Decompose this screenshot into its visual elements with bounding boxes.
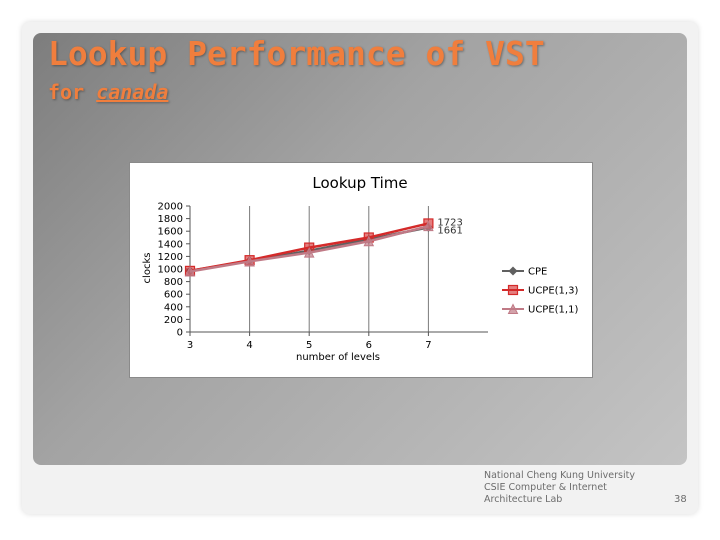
x-tick-label: 5 bbox=[306, 340, 312, 351]
y-tick-label: 1800 bbox=[158, 214, 183, 225]
data-point bbox=[184, 265, 196, 277]
footer-line: CSIE Computer & Internet bbox=[484, 482, 607, 493]
y-tick-label: 1200 bbox=[158, 252, 183, 263]
footer-line: Architecture Lab bbox=[484, 494, 563, 505]
y-tick-label: 1000 bbox=[158, 265, 183, 276]
legend-label: UCPE(1,3) bbox=[528, 286, 578, 297]
y-tick-label: 0 bbox=[177, 328, 183, 339]
subtitle-prefix: for bbox=[48, 80, 97, 104]
legend-label: CPE bbox=[528, 267, 547, 278]
footer-affiliation: National Cheng Kung University CSIE Comp… bbox=[484, 470, 664, 506]
slide-title: Lookup Performance of VST bbox=[48, 34, 545, 73]
footer-line: National Cheng Kung University bbox=[484, 470, 635, 481]
legend-marker bbox=[508, 266, 518, 276]
chart-title: Lookup Time bbox=[312, 174, 407, 192]
x-tick-label: 3 bbox=[187, 340, 193, 351]
data-point bbox=[244, 255, 255, 267]
x-axis-label: number of levels bbox=[296, 352, 380, 363]
slide-subtitle: for canada bbox=[48, 80, 168, 104]
y-tick-label: 400 bbox=[164, 302, 183, 313]
y-tick-label: 800 bbox=[164, 277, 183, 288]
data-point bbox=[303, 247, 315, 258]
chart-area: Lookup Time number of levels clocks 0 200… bbox=[129, 162, 593, 378]
x-tick-label: 6 bbox=[366, 340, 372, 351]
data-label: 1661 bbox=[437, 225, 462, 236]
x-tick-label: 7 bbox=[425, 340, 431, 351]
y-tick-label: 2000 bbox=[158, 202, 183, 213]
y-axis-label: clocks bbox=[142, 253, 153, 284]
page-number: 38 bbox=[674, 494, 687, 505]
y-tick-label: 1600 bbox=[158, 227, 183, 238]
data-point bbox=[363, 235, 375, 247]
data-label: 1723 bbox=[437, 217, 462, 228]
legend-label: UCPE(1,1) bbox=[528, 305, 578, 316]
legend-marker bbox=[507, 284, 519, 296]
subtitle-link[interactable]: canada bbox=[96, 80, 169, 104]
data-point bbox=[423, 220, 434, 232]
y-tick-label: 200 bbox=[164, 315, 183, 326]
lookup-time-chart: Lookup Time number of levels clocks 0 200… bbox=[142, 174, 579, 363]
y-tick-label: 600 bbox=[164, 290, 183, 301]
y-tick-label: 1400 bbox=[158, 239, 183, 250]
x-tick-label: 4 bbox=[246, 340, 252, 351]
legend-marker bbox=[507, 303, 519, 314]
